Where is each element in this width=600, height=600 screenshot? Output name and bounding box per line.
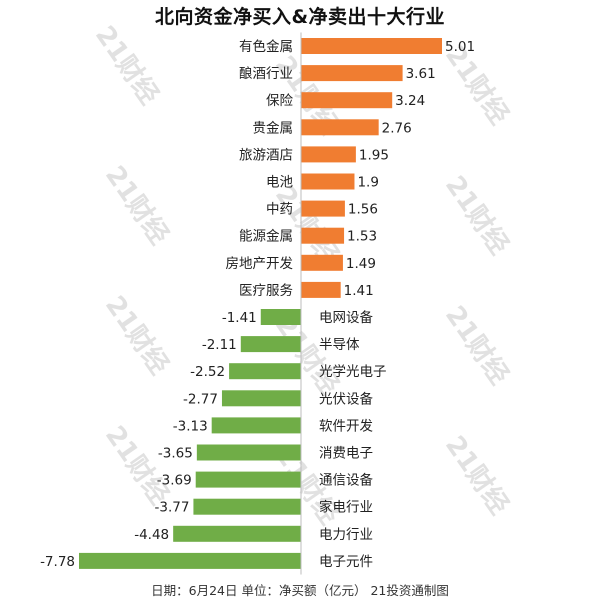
bar [211, 417, 301, 434]
category-label: 酿酒行业 [239, 66, 293, 82]
category-label: 保险 [266, 93, 293, 109]
category-label: 光伏设备 [319, 390, 373, 407]
value-label: -3.13 [173, 418, 208, 434]
bar [301, 119, 379, 136]
bar [260, 309, 301, 325]
bar [196, 444, 301, 461]
value-label: -1.41 [222, 310, 257, 326]
category-label: 电子元件 [319, 554, 373, 570]
bar [301, 65, 403, 82]
bar [79, 552, 301, 569]
bar [301, 200, 345, 217]
value-label: 1.53 [347, 229, 377, 245]
value-label: -3.65 [158, 446, 193, 462]
category-label: 电网设备 [319, 309, 373, 326]
value-label: -2.77 [183, 391, 218, 407]
bar [301, 281, 341, 298]
category-label: 电池 [266, 175, 293, 191]
bar [301, 146, 356, 163]
category-label: 医疗服务 [239, 283, 293, 299]
bar [240, 336, 301, 353]
category-label: 贵金属 [253, 120, 294, 136]
value-label: -7.78 [40, 554, 75, 570]
watermark-text: 21财经 [89, 20, 165, 110]
category-label: 旅游酒店 [239, 147, 293, 163]
bar [229, 363, 301, 380]
watermark-text: 21财经 [439, 430, 515, 520]
value-label: 5.01 [445, 39, 475, 55]
value-label: 3.61 [406, 66, 436, 82]
watermark-text: 21财经 [99, 160, 175, 250]
category-label: 房地产开发 [226, 256, 294, 272]
value-label: -2.52 [190, 364, 225, 380]
bar [301, 92, 393, 109]
value-label: 2.76 [382, 120, 412, 136]
category-label: 光学光电子 [319, 364, 387, 380]
bar [193, 498, 301, 515]
category-label: 能源金属 [239, 229, 293, 245]
value-label: -3.69 [157, 473, 192, 489]
bar [301, 38, 442, 54]
bar [301, 254, 343, 271]
watermark-text: 21财经 [439, 300, 515, 390]
value-label: 1.95 [359, 147, 389, 163]
bar [221, 390, 301, 407]
labels-layer: 有色金属 5.01 酿酒行业 3.61 保险 3.24 贵金属 2.76 旅游酒店 1.95 电池 1… [40, 38, 475, 570]
category-label: 半导体 [319, 337, 360, 353]
watermark-text: 21财经 [439, 170, 515, 260]
value-label: 1.41 [344, 283, 374, 299]
chart-title: 北向资金净买入&净卖出十大行业 [154, 6, 446, 28]
category-label: 电力行业 [319, 527, 373, 543]
category-label: 家电行业 [319, 499, 373, 516]
value-label: 1.49 [346, 256, 376, 272]
value-label: -3.77 [154, 500, 189, 516]
category-label: 通信设备 [319, 472, 373, 489]
value-label: 1.56 [348, 202, 378, 218]
value-label: -2.11 [202, 337, 237, 353]
value-label: 3.24 [395, 93, 425, 109]
bars-layer [79, 38, 442, 569]
chart-footer: 日期：6月24日 单位：净买额（亿元） 21投资通制图 [151, 583, 449, 598]
category-label: 软件开发 [319, 418, 373, 434]
bar [195, 471, 301, 488]
bar [173, 525, 301, 542]
category-label: 有色金属 [239, 38, 293, 55]
category-label: 消费电子 [319, 446, 373, 462]
bar [301, 173, 355, 190]
watermark-text: 21财经 [99, 420, 175, 510]
bar [301, 227, 345, 244]
category-label: 中药 [266, 202, 293, 218]
watermark-text: 21财经 [99, 290, 175, 380]
value-label: -4.48 [134, 527, 169, 543]
value-label: 1.9 [357, 175, 378, 191]
